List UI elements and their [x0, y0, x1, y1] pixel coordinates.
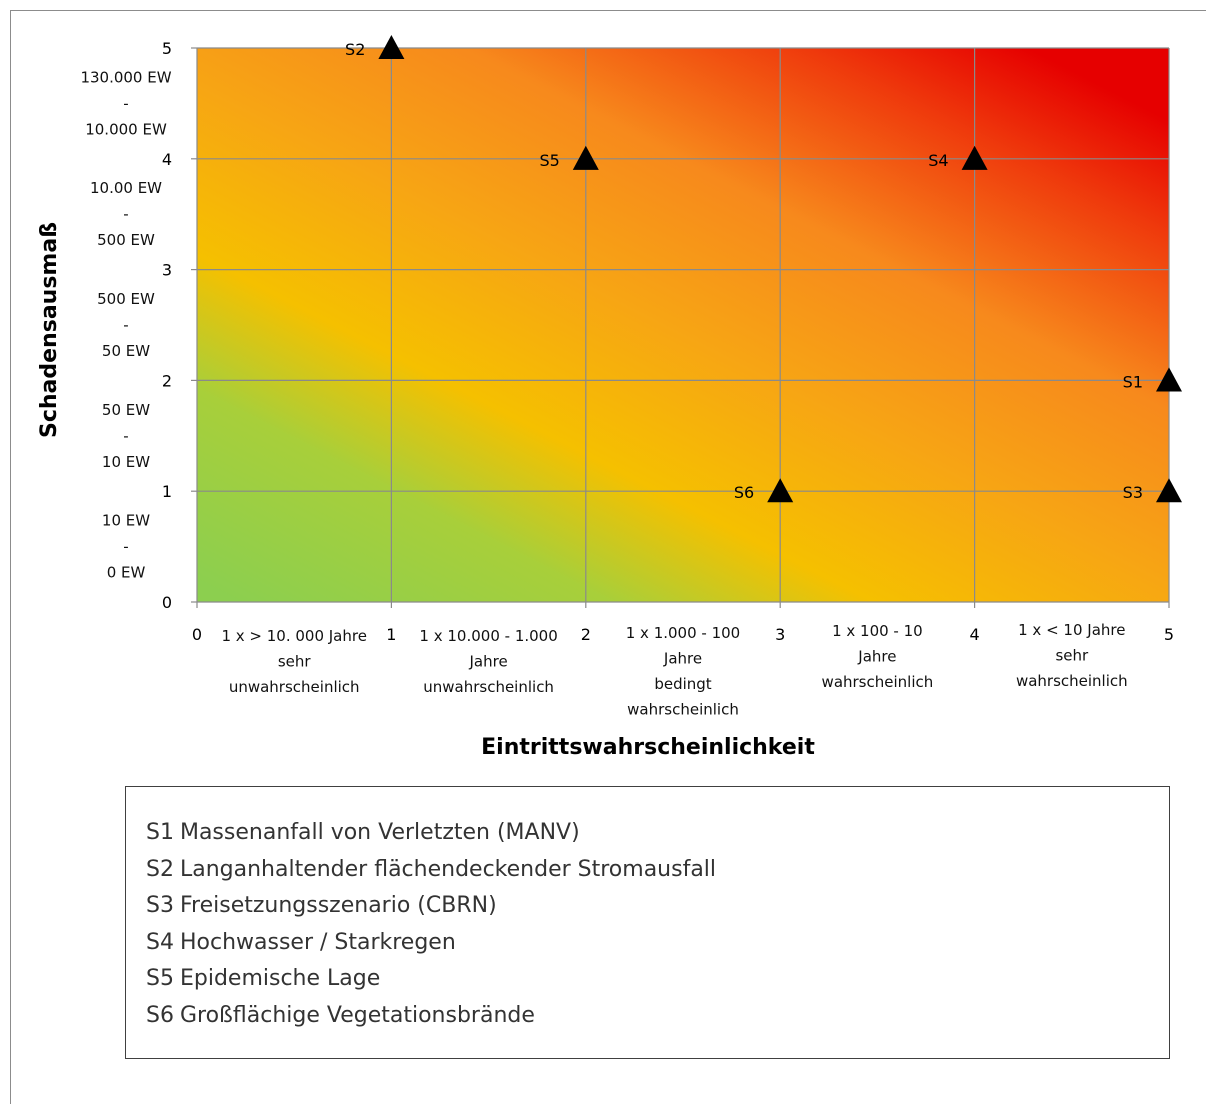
legend-item-s2: S2 Langanhaltender flächendeckender Strom…: [146, 856, 717, 882]
x-tick-label-2: 2: [581, 625, 591, 644]
legend-item-s1: S1 Massenanfall von Verletzten (MANV): [146, 820, 580, 845]
x-category-label-2-line-2: Jahre: [468, 653, 507, 671]
legend-item-s3: S3 Freisetzungsszenario (CBRN): [146, 893, 497, 918]
point-marker-s1: [1156, 367, 1182, 392]
grid-lines: [197, 47, 1170, 602]
point-label-s4: S4: [928, 151, 948, 170]
x-category-label-1-line-3: unwahrscheinlich: [229, 678, 360, 696]
point-marker-s6: [767, 478, 794, 503]
x-tick-label-5: 5: [1164, 625, 1174, 644]
y-category-label-3-line-3: 50 EW: [102, 342, 150, 360]
y-tick-labels: 0 1 2 3 4 5: [162, 39, 172, 612]
point-marker-s3: [1156, 478, 1182, 503]
plot-background: [197, 48, 1169, 602]
point-marker-s2: [378, 35, 405, 60]
scenario-points: S1 S2 S3 S4 S5 S6: [345, 35, 1182, 503]
x-category-label-4-line-1: 1 x 100 - 10: [832, 622, 923, 640]
y-tick-label-1: 1: [162, 482, 172, 501]
x-category-label-3-line-3: bedingt: [654, 675, 711, 693]
point-label-s1: S1: [1123, 372, 1143, 391]
axes: [191, 47, 1170, 608]
x-category-label-3-line-1: 1 x 1.000 - 100: [626, 624, 740, 642]
y-category-label-2-line-1: 50 EW: [102, 401, 150, 419]
x-tick-label-0: 0: [192, 625, 202, 644]
y-category-label-4-line-3: 500 EW: [97, 231, 155, 249]
x-tick-labels: 0 1 2 3 4 5: [192, 625, 1174, 644]
legend-item-s5: S5 Epidemische Lage: [146, 966, 381, 991]
x-category-label-3-line-4: wahrscheinlich: [627, 701, 739, 719]
chart-frame: [10, 10, 1206, 1104]
y-category-label-3-line-2: -: [123, 316, 128, 334]
y-category-label-2-line-2: -: [123, 427, 128, 445]
x-category-label-4-line-2: Jahre: [857, 648, 896, 666]
x-category-label-5-line-3: wahrscheinlich: [1016, 672, 1128, 690]
point-label-s3: S3: [1123, 483, 1143, 502]
y-tick-label-0: 0: [162, 593, 172, 612]
point-label-s5: S5: [539, 151, 559, 170]
y-category-label-1-line-3: 0 EW: [107, 564, 146, 582]
y-category-label-4-line-1: 10.00 EW: [90, 179, 162, 197]
x-category-label-2-line-1: 1 x 10.000 - 1.000: [419, 627, 557, 645]
x-tick-label-1: 1: [386, 625, 396, 644]
y-category-label-5-line-3: 10.000 EW: [85, 120, 167, 138]
y-tick-label-3: 3: [162, 261, 172, 280]
y-category-label-2-line-3: 10 EW: [102, 453, 150, 471]
y-tick-label-4: 4: [162, 150, 172, 169]
y-tick-label-5: 5: [162, 39, 172, 58]
y-category-label-5-line-2: -: [123, 94, 128, 112]
x-category-labels: 1 x > 10. 000 Jahre sehr unwahrscheinlich 1…: [221, 621, 1127, 719]
x-tick-label-3: 3: [775, 625, 785, 644]
x-axis-label: Eintrittswahrscheinlichkeit: [481, 735, 815, 760]
point-label-s6: S6: [734, 483, 754, 502]
point-marker-s5: [572, 145, 599, 170]
x-category-label-4-line-3: wahrscheinlich: [822, 673, 934, 691]
y-category-label-3-line-1: 500 EW: [97, 290, 155, 308]
legend-item-s6: S6 Großflächige Vegetationsbrände: [146, 1002, 535, 1028]
y-axis-label: Schadensausmaß: [37, 222, 62, 438]
y-category-label-4-line-2: -: [123, 205, 128, 223]
y-category-label-1-line-2: -: [123, 538, 128, 556]
risk-matrix-chart: 0 1 2 3 4 5 0 1 2 3 4 5 1 x > 10. 000 Jahre sehr unw…: [37, 35, 1182, 760]
x-category-label-1-line-1: 1 x > 10. 000 Jahre: [221, 627, 367, 645]
x-category-label-3-line-2: Jahre: [663, 650, 702, 668]
point-marker-s4: [961, 145, 988, 170]
x-category-label-5-line-2: sehr: [1055, 647, 1089, 665]
x-category-label-2-line-3: unwahrscheinlich: [423, 678, 554, 696]
y-tick-label-2: 2: [162, 371, 172, 390]
point-label-s2: S2: [345, 40, 365, 59]
y-category-label-5-line-1: 130.000 EW: [80, 68, 171, 86]
x-tick-label-4: 4: [970, 625, 980, 644]
legend: S1 Massenanfall von Verletzten (MANV) S2 L…: [125, 786, 1170, 1059]
legend-item-s4: S4 Hochwasser / Starkregen: [146, 929, 456, 955]
y-category-labels: 10 EW - 0 EW 50 EW - 10 EW 500 EW - 50 EW 10.00 E…: [80, 68, 171, 581]
x-category-label-5-line-1: 1 x < 10 Jahre: [1018, 621, 1125, 639]
y-category-label-1-line-1: 10 EW: [102, 512, 150, 530]
x-category-label-1-line-2: sehr: [278, 653, 312, 671]
